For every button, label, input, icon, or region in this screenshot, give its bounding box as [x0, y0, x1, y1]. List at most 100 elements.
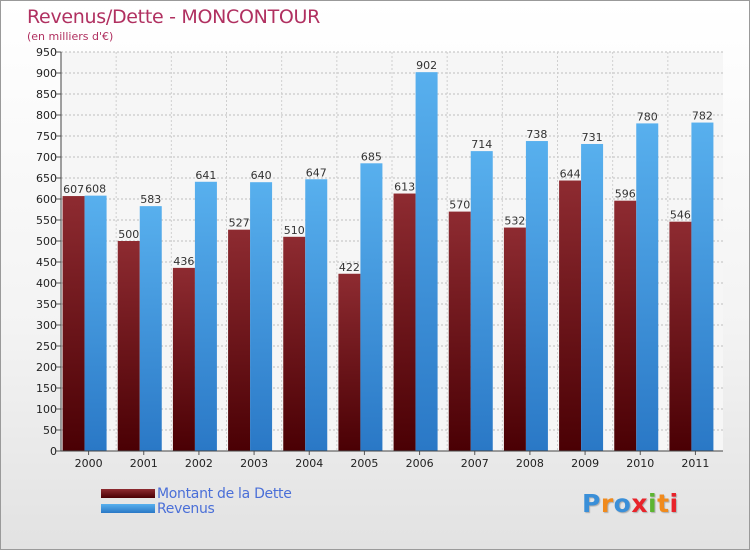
data-label-dette: 596: [615, 188, 636, 201]
data-label-revenus: 608: [85, 183, 106, 196]
bar-dette: [393, 193, 416, 452]
x-tick-label: 2009: [571, 457, 599, 470]
data-label-dette: 436: [173, 255, 194, 268]
proxiti-logo: Proxiti: [582, 489, 679, 518]
data-label-revenus: 685: [361, 150, 382, 163]
x-tick-label: 2004: [295, 457, 323, 470]
data-label-revenus: 738: [526, 128, 547, 141]
axes: 0 50 100 150 200 250 300 350 400 450 500 550 600 650 7…: [36, 46, 723, 470]
data-label-revenus: 902: [416, 59, 437, 72]
bars: [62, 72, 714, 452]
bar-revenus: [581, 143, 604, 452]
y-tick-label: 100: [36, 403, 57, 416]
bar-dette: [669, 221, 692, 451]
logo-letter: t: [657, 489, 670, 518]
logo-letter: P: [582, 489, 601, 518]
bar-dette: [448, 211, 471, 451]
y-tick-label: 950: [36, 46, 57, 59]
y-tick-label: 0: [50, 445, 57, 458]
x-tick-label: 2003: [240, 457, 268, 470]
x-tick-label: 2010: [626, 457, 654, 470]
y-tick-label: 750: [36, 130, 57, 143]
data-label-revenus: 647: [306, 166, 327, 179]
bar-dette: [503, 227, 526, 451]
y-tick-label: 900: [36, 67, 57, 80]
y-tick-label: 200: [36, 361, 57, 374]
data-label-dette: 527: [229, 217, 250, 230]
data-label-dette: 607: [63, 183, 84, 196]
x-tick-label: 2006: [406, 457, 434, 470]
data-label-dette: 546: [670, 209, 691, 222]
logo-letter: o: [613, 489, 632, 518]
bar-dette: [283, 236, 306, 451]
data-label-dette: 570: [449, 199, 470, 212]
logo-letter: r: [600, 489, 614, 518]
y-tick-label: 500: [36, 235, 57, 248]
bar-revenus: [194, 181, 217, 451]
legend-swatch-dette: [101, 489, 155, 498]
y-tick-label: 650: [36, 172, 57, 185]
bar-revenus: [691, 122, 714, 451]
data-label-revenus: 731: [582, 131, 603, 144]
data-labels: 607 608 500 583 436 641 527 640 510 647 422 685 613 9…: [63, 59, 713, 274]
data-label-dette: 613: [394, 181, 415, 194]
data-label-dette: 532: [504, 215, 525, 228]
bar-dette: [338, 273, 361, 451]
bar-revenus: [470, 151, 493, 451]
x-tick-label: 2005: [350, 457, 378, 470]
y-tick-label: 850: [36, 88, 57, 101]
logo-letter: i: [669, 489, 679, 518]
bar-dette: [117, 241, 140, 451]
data-label-dette: 500: [118, 228, 139, 241]
bar-dette: [228, 229, 251, 451]
y-tick-label: 700: [36, 151, 57, 164]
bar-revenus: [305, 179, 328, 451]
y-tick-label: 600: [36, 193, 57, 206]
data-label-dette: 510: [284, 224, 305, 237]
bar-revenus: [84, 195, 107, 451]
bar-revenus: [415, 72, 438, 451]
y-tick-label: 800: [36, 109, 57, 122]
bar-revenus: [250, 182, 273, 451]
logo-letter: i: [648, 489, 658, 518]
chart-subtitle: (en milliers d'€): [27, 30, 114, 43]
data-label-revenus: 583: [140, 193, 161, 206]
y-tick-label: 50: [43, 424, 57, 437]
y-tick-label: 150: [36, 382, 57, 395]
y-tick-label: 400: [36, 277, 57, 290]
legend-label-dette: Montant de la Dette: [157, 486, 292, 502]
y-tick-label: 550: [36, 214, 57, 227]
bar-dette: [614, 200, 637, 451]
y-tick-label: 350: [36, 298, 57, 311]
y-tick-label: 300: [36, 319, 57, 332]
y-tick-label: 450: [36, 256, 57, 269]
legend-swatch-revenus: [101, 504, 155, 513]
bar-dette: [172, 267, 195, 451]
data-label-revenus: 714: [471, 138, 492, 151]
grid-lines: [61, 51, 723, 451]
bar-dette: [62, 196, 85, 451]
data-label-revenus: 641: [195, 169, 216, 182]
x-tick-label: 2008: [516, 457, 544, 470]
bar-revenus: [636, 123, 659, 452]
chart-title: Revenus/Dette - MONCONTOUR: [27, 6, 321, 28]
y-tick-label: 250: [36, 340, 57, 353]
bar-dette: [559, 180, 582, 451]
x-tick-label: 2007: [461, 457, 489, 470]
x-tick-label: 2002: [185, 457, 213, 470]
data-label-revenus: 782: [692, 110, 713, 123]
bar-revenus: [525, 141, 548, 452]
logo-letter: x: [631, 489, 648, 518]
data-label-dette: 422: [339, 261, 360, 274]
x-tick-label: 2001: [130, 457, 158, 470]
data-label-revenus: 780: [637, 110, 658, 123]
x-tick-label: 2000: [75, 457, 103, 470]
data-label-revenus: 640: [251, 169, 272, 182]
bar-revenus: [360, 163, 383, 452]
data-label-dette: 644: [560, 168, 581, 181]
bar-revenus: [139, 206, 162, 451]
x-tick-label: 2011: [681, 457, 709, 470]
legend-label-revenus: Revenus: [157, 501, 215, 517]
